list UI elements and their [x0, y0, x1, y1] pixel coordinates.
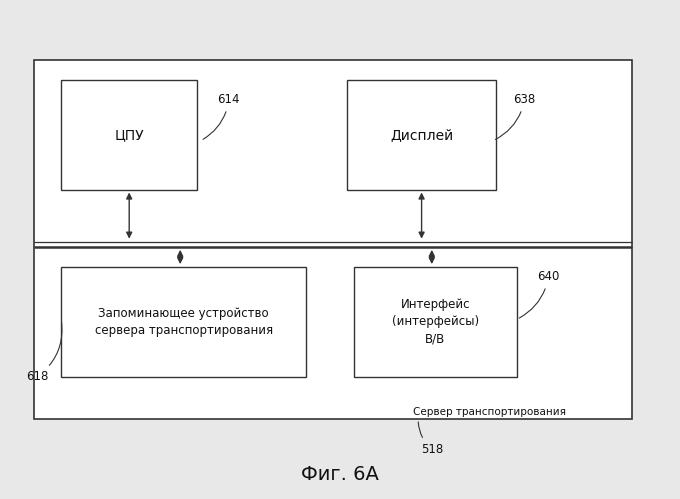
Text: Сервер транспортирования: Сервер транспортирования [413, 407, 566, 417]
Bar [61, 267, 306, 377]
Text: Запоминающее устройство
сервера транспортирования: Запоминающее устройство сервера транспор… [95, 307, 273, 337]
Text: 614: 614 [203, 93, 240, 139]
Bar [34, 60, 632, 419]
Text: 640: 640 [520, 270, 560, 318]
Text: ЦПУ: ЦПУ [114, 128, 144, 142]
Bar [354, 267, 517, 377]
Text: 618: 618 [26, 322, 62, 383]
Text: Дисплей: Дисплей [390, 128, 454, 142]
Text: Фиг. 6А: Фиг. 6А [301, 465, 379, 484]
Text: 518: 518 [418, 422, 444, 456]
Text: 638: 638 [496, 93, 536, 139]
Bar [347, 80, 496, 190]
Text: Интерфейс
(интерфейсы)
В/В: Интерфейс (интерфейсы) В/В [392, 298, 479, 345]
Bar [61, 80, 197, 190]
